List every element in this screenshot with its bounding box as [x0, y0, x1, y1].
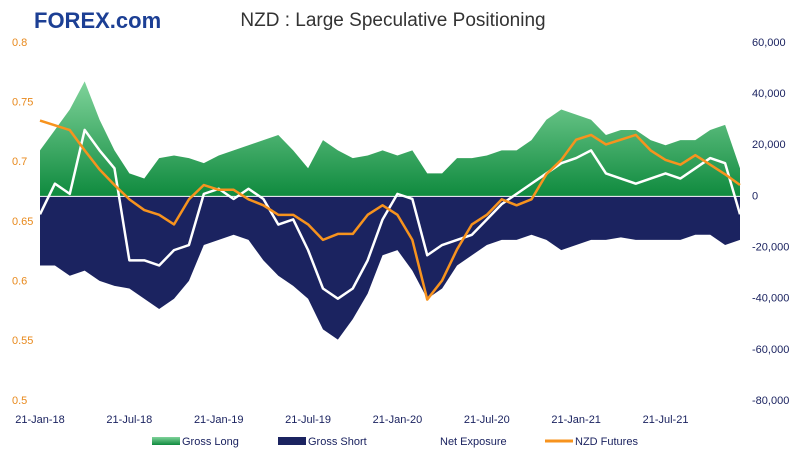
legend-label: Net Exposure [440, 436, 507, 448]
x-tick-label: 21-Jan-21 [551, 414, 601, 426]
y-tick-label: 0.55 [12, 335, 33, 347]
x-tick-label: 21-Jan-19 [194, 414, 244, 426]
y2-tick-label: -60,000 [752, 344, 789, 356]
x-tick-label: 21-Jan-20 [373, 414, 423, 426]
y2-tick-label: 20,000 [752, 139, 786, 151]
line [38, 128, 742, 300]
y2-tick-label: -20,000 [752, 241, 789, 253]
y2-tick-label: 60,000 [752, 37, 786, 49]
area [40, 81, 740, 197]
chart-title: NZD : Large Speculative Positioning [240, 10, 545, 31]
legend-swatch [152, 437, 180, 445]
x-tick-label: 21-Jul-18 [106, 414, 152, 426]
y-tick-label: 0.8 [12, 37, 27, 49]
y-tick-label: 0.65 [12, 216, 33, 228]
x-tick-label: 21-Jul-19 [285, 414, 331, 426]
x-tick-label: 21-Jan-18 [15, 414, 65, 426]
y2-tick-label: 0 [752, 190, 758, 202]
y-tick-label: 0.5 [12, 395, 27, 407]
y-tick-label: 0.75 [12, 97, 33, 109]
legend-label: Gross Long [182, 436, 239, 448]
y-tick-label: 0.7 [12, 156, 27, 168]
y-tick-label: 0.6 [12, 276, 27, 288]
line [39, 119, 741, 301]
legend-label: Gross Short [308, 436, 367, 448]
area [40, 196, 740, 340]
y2-tick-label: -40,000 [752, 293, 789, 305]
legend-label: NZD Futures [575, 436, 638, 448]
logo: FOREX.com [34, 8, 161, 33]
x-tick-label: 21-Jul-20 [464, 414, 510, 426]
x-tick-label: 21-Jul-21 [643, 414, 689, 426]
legend-swatch [278, 437, 306, 445]
y2-tick-label: 40,000 [752, 88, 786, 100]
y2-tick-label: -80,000 [752, 395, 789, 407]
